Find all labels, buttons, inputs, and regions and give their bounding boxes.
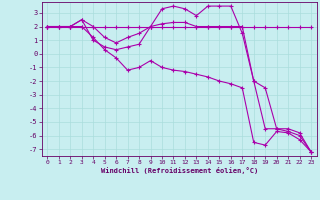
X-axis label: Windchill (Refroidissement éolien,°C): Windchill (Refroidissement éolien,°C) <box>100 167 258 174</box>
